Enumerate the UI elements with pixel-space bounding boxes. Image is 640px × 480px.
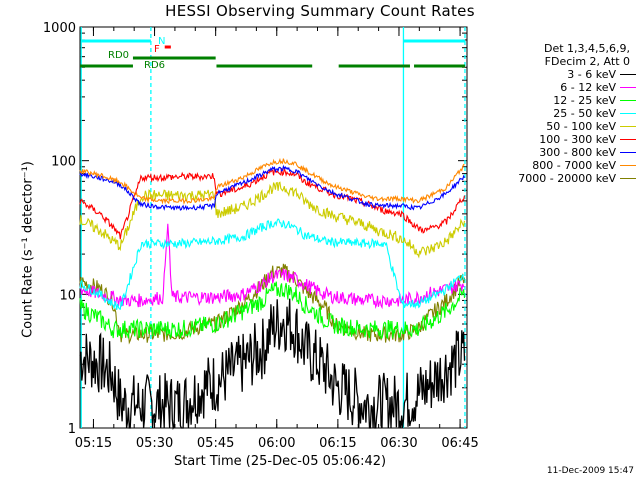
- legend-swatch: [620, 74, 636, 75]
- annotation-rd0: RD0: [108, 50, 129, 61]
- legend-entry: 7000 - 20000 keV: [500, 172, 636, 185]
- legend-entry-label: 25 - 50 keV: [553, 107, 616, 120]
- x-tick-label: 05:45: [197, 436, 234, 451]
- legend-swatch: [620, 113, 636, 114]
- chart-title: HESSI Observing Summary Count Rates: [165, 2, 475, 20]
- series-line-5: [79, 166, 466, 240]
- y-tick-label: 1000: [43, 21, 76, 36]
- legend-entry-label: 6 - 12 keV: [560, 81, 616, 94]
- x-tick-label: 06:45: [441, 436, 478, 451]
- legend-entry-label: 12 - 25 keV: [553, 94, 616, 107]
- timestamp: 11-Dec-2009 15:47: [546, 466, 634, 476]
- legend-header-line-2: FDecim 2, Att 0: [544, 55, 630, 68]
- legend-entry-label: 800 - 7000 keV: [532, 159, 616, 172]
- x-tick-label: 06:30: [380, 436, 417, 451]
- y-tick-label: 1: [68, 422, 76, 437]
- x-axis-label: Start Time (25-Dec-05 05:06:42): [173, 454, 387, 469]
- legend-swatch: [620, 126, 636, 127]
- series-line-7: [79, 157, 465, 205]
- y-axis-label: Count Rate (s⁻¹ detector⁻¹): [20, 161, 36, 338]
- legend-entry: 50 - 100 keV: [500, 120, 636, 133]
- annotation-n: N: [158, 36, 165, 47]
- legend-entry-label: 7000 - 20000 keV: [518, 172, 616, 185]
- series-line-1: [79, 223, 465, 310]
- annotation-rd6: RD6: [144, 60, 165, 71]
- legend-swatch: [620, 178, 636, 179]
- series-line-6: [79, 164, 465, 211]
- legend-header-line-1: Det 1,3,4,5,6,9,: [543, 42, 630, 55]
- legend-swatch: [620, 100, 636, 101]
- plot-frame: [79, 26, 468, 429]
- annotation-f: F: [154, 44, 160, 55]
- legend-entry: 100 - 300 keV: [500, 133, 636, 146]
- legend-entry-label: 100 - 300 keV: [539, 133, 616, 146]
- x-tick-label: 06:00: [258, 436, 295, 451]
- legend-entry-label: 300 - 800 keV: [539, 146, 616, 159]
- legend-entry: 25 - 50 keV: [500, 107, 636, 120]
- legend-entry: 3 - 6 keV: [500, 68, 636, 81]
- legend-entry: 800 - 7000 keV: [500, 159, 636, 172]
- x-tick-label: 05:30: [136, 436, 173, 451]
- series-line-2: [79, 281, 466, 340]
- series-line-3: [79, 218, 465, 310]
- legend-entry: 6 - 12 keV: [500, 81, 636, 94]
- legend-entry-label: 50 - 100 keV: [546, 120, 616, 133]
- series-line-0: [79, 298, 466, 430]
- legend-swatch: [620, 139, 636, 140]
- legend-swatch: [620, 87, 636, 88]
- legend-swatch: [620, 152, 636, 153]
- legend-swatch: [620, 165, 636, 166]
- legend-entry: 300 - 800 keV: [500, 146, 636, 159]
- legend-entry: 12 - 25 keV: [500, 94, 636, 107]
- y-tick-label: 10: [59, 288, 76, 303]
- x-tick-label: 06:15: [319, 436, 356, 451]
- legend-entry-label: 3 - 6 keV: [567, 68, 616, 81]
- y-tick-label: 100: [51, 155, 76, 170]
- x-tick-label: 05:15: [75, 436, 112, 451]
- legend: Det 1,3,4,5,6,9, FDecim 2, Att 0 3 - 6 k…: [500, 42, 636, 185]
